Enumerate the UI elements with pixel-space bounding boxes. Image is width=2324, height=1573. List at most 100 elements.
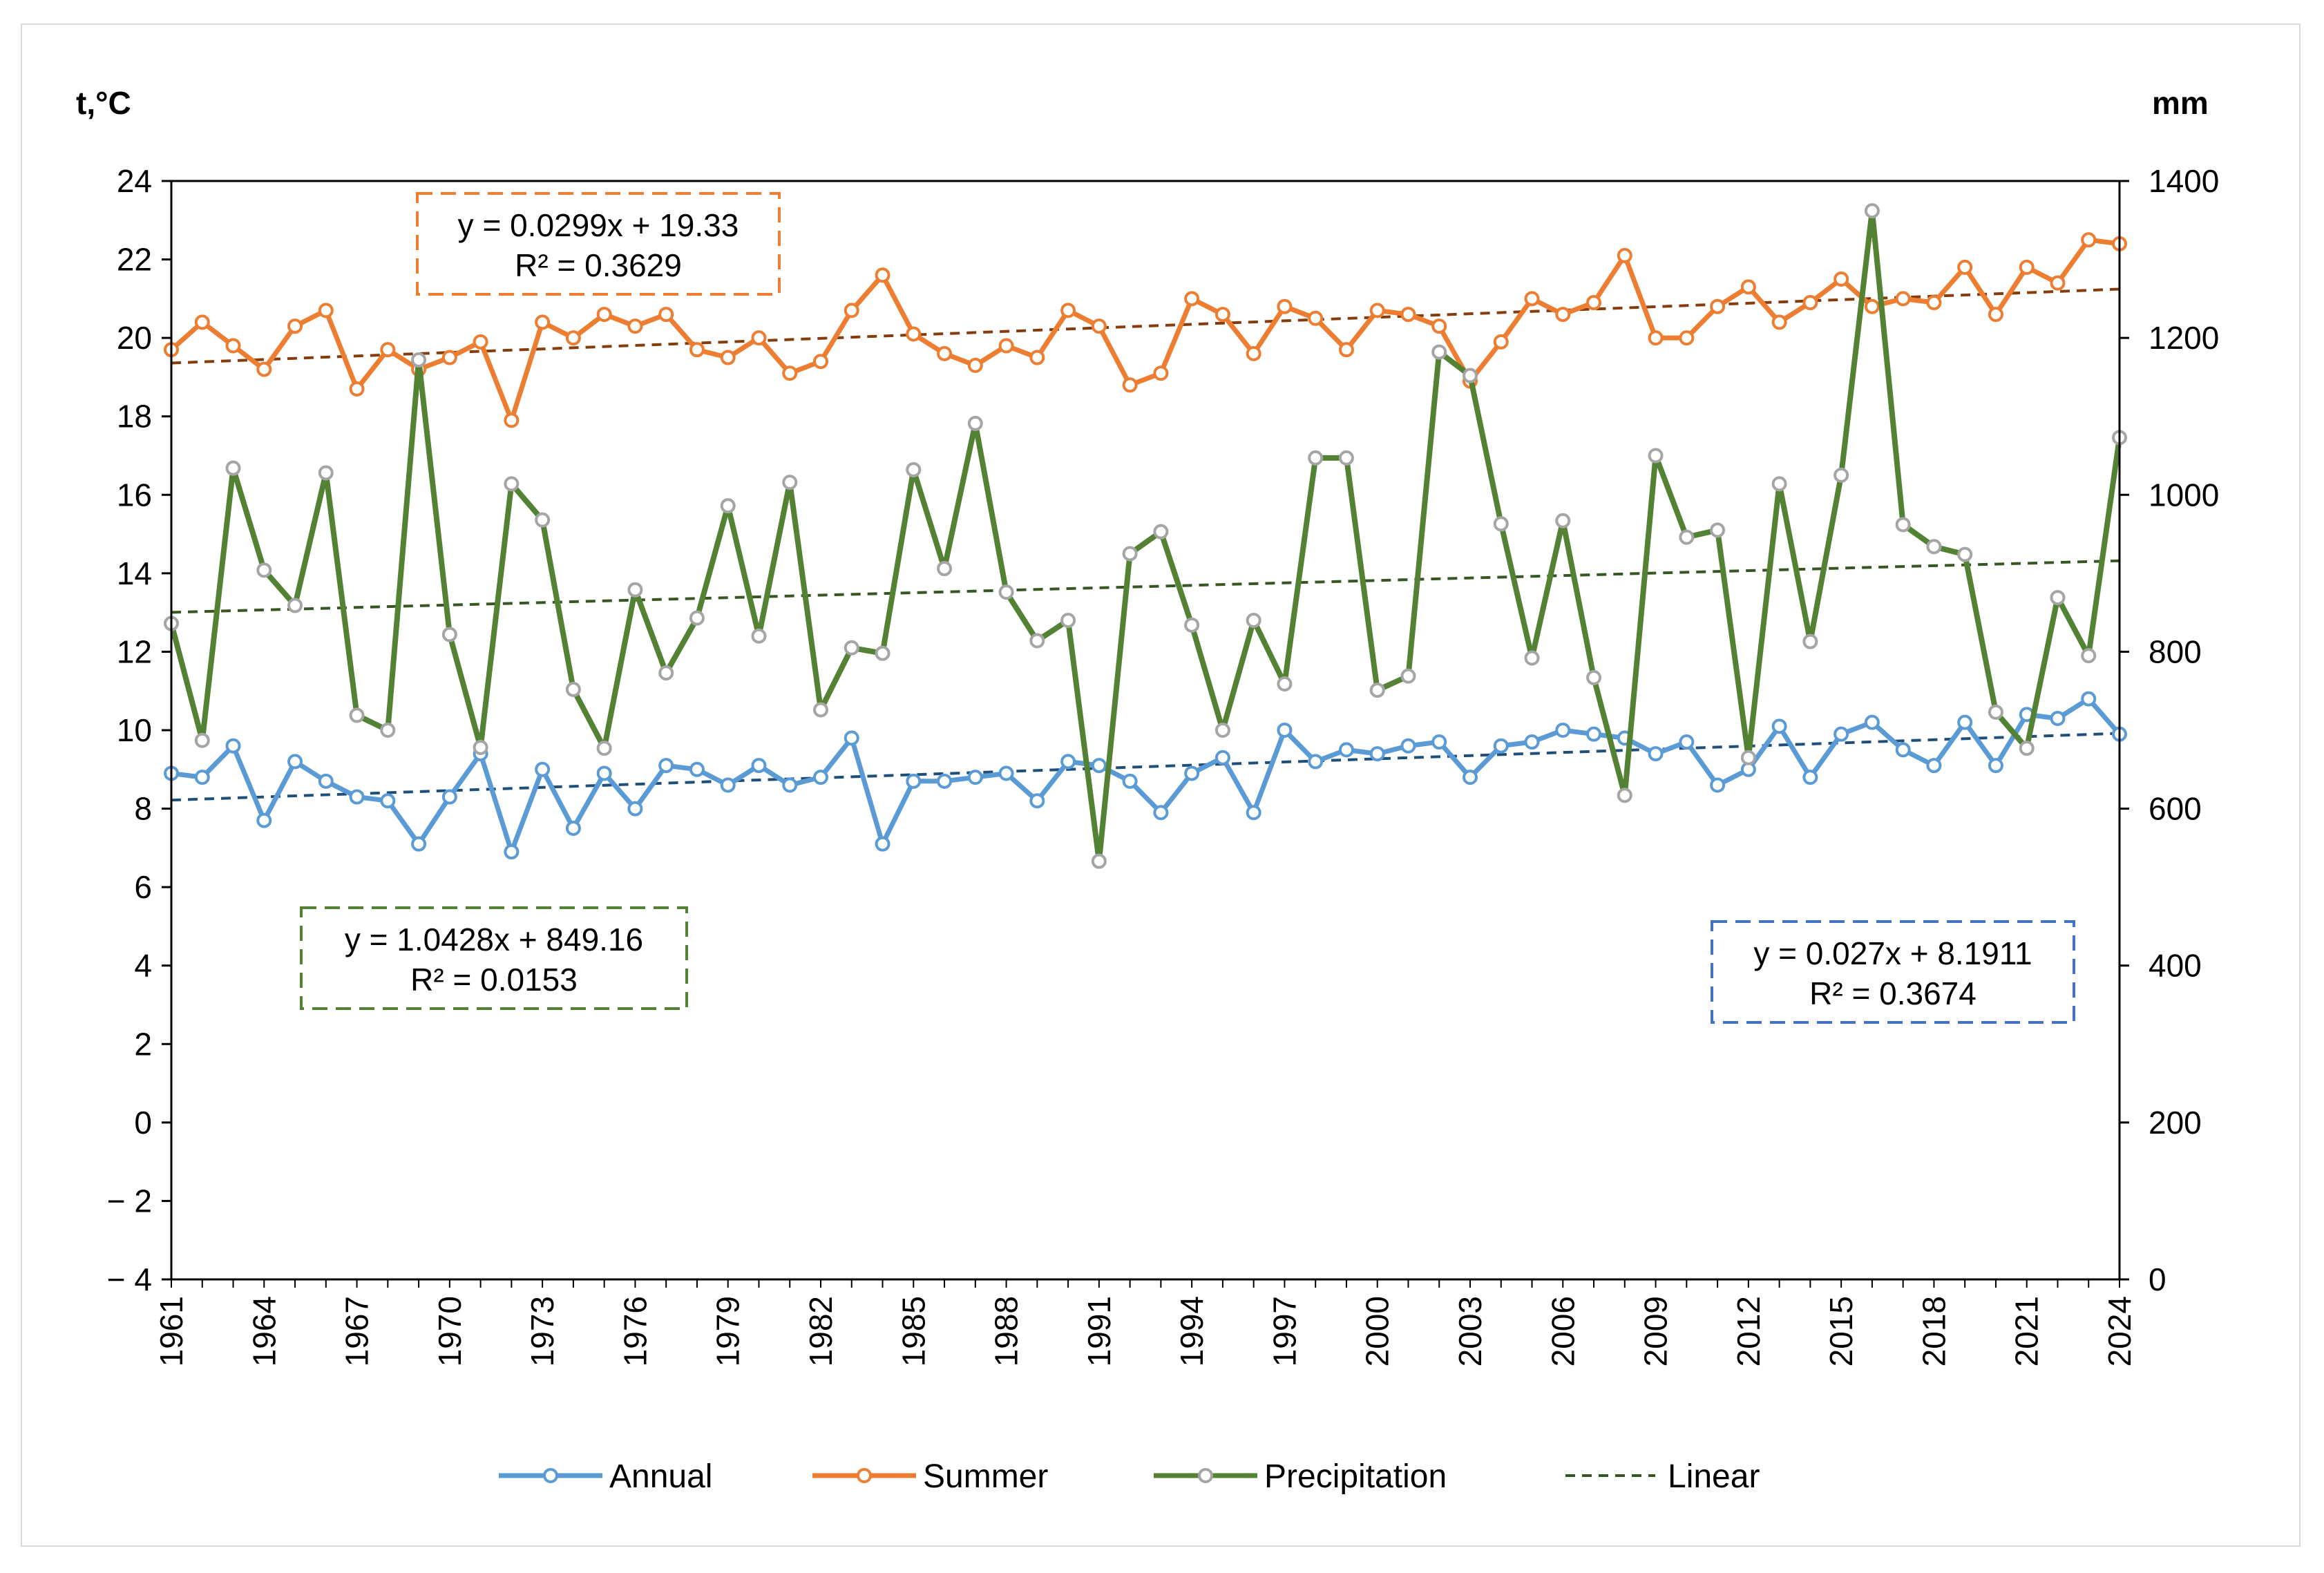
series-point-summer xyxy=(1679,330,1695,346)
series-point-summer xyxy=(813,354,828,370)
series-point-precipitation xyxy=(1617,788,1632,803)
series-point-annual xyxy=(1895,742,1911,758)
x-tick-label: 1967 xyxy=(339,1296,375,1366)
right-tick-label: 1000 xyxy=(2149,477,2219,513)
series-point-annual xyxy=(1400,738,1416,754)
trend-equation: y = 0.027x + 8.1911 xyxy=(1753,935,2032,971)
x-tick-label: 1976 xyxy=(617,1296,653,1366)
series-point-precipitation xyxy=(689,610,705,626)
series-point-precipitation xyxy=(1029,633,1045,649)
series-point-precipitation xyxy=(627,582,643,598)
series-point-summer xyxy=(1338,342,1354,358)
left-tick-label: 24 xyxy=(117,163,152,199)
series-line-precipitation xyxy=(169,208,2122,864)
series-point-annual xyxy=(1648,746,1664,762)
series-point-annual xyxy=(937,773,953,789)
series-point-annual xyxy=(1524,734,1540,750)
series-point-annual xyxy=(535,761,551,777)
series-point-precipitation xyxy=(1802,633,1818,649)
series-point-summer xyxy=(967,357,983,373)
left-tick-label: 16 xyxy=(117,477,152,513)
series-point-summer xyxy=(1091,318,1107,334)
series-point-summer xyxy=(1926,295,1942,311)
series-point-annual xyxy=(1926,758,1942,774)
series-point-precipitation xyxy=(535,512,551,528)
series-point-precipitation xyxy=(998,584,1014,600)
series-point-summer xyxy=(1215,307,1230,323)
series-point-precipitation xyxy=(256,562,272,578)
series-point-precipitation xyxy=(813,702,828,718)
series-point-summer xyxy=(720,350,736,365)
series-point-annual xyxy=(658,758,674,774)
series-point-precipitation xyxy=(1740,750,1756,765)
series-point-precipitation xyxy=(2019,741,2035,756)
series-point-precipitation xyxy=(844,640,859,656)
series-point-summer xyxy=(535,314,551,330)
series-point-summer xyxy=(1431,318,1447,334)
trend-equation: y = 0.0299x + 19.33 xyxy=(458,207,739,243)
series-point-summer xyxy=(1400,307,1416,323)
series-point-summer xyxy=(751,330,767,346)
series-point-summer xyxy=(225,338,241,354)
series-point-annual xyxy=(627,801,643,817)
series-point-annual xyxy=(2081,691,2097,707)
legend-label-linear: Linear xyxy=(1668,1458,1760,1495)
right-tick-label: 1400 xyxy=(2149,163,2219,199)
series-point-annual xyxy=(504,844,520,860)
series-point-precipitation xyxy=(1926,539,1942,555)
series-point-precipitation xyxy=(1493,516,1509,532)
series-point-annual xyxy=(813,770,828,785)
series-point-summer xyxy=(1246,345,1261,361)
series-point-annual xyxy=(1555,723,1571,738)
series-point-summer xyxy=(349,381,365,397)
series-point-annual xyxy=(844,730,859,746)
series-point-summer xyxy=(504,412,520,428)
series-point-annual xyxy=(411,836,427,852)
series-point-annual xyxy=(1957,714,1973,730)
series-point-summer xyxy=(194,314,210,330)
series-point-precipitation xyxy=(1153,524,1169,540)
series-point-summer xyxy=(1369,303,1385,318)
series-point-summer xyxy=(1710,298,1726,314)
series-point-annual xyxy=(1060,754,1076,770)
series-point-summer xyxy=(1122,377,1138,393)
series-point-precipitation xyxy=(2081,648,2097,664)
series-point-precipitation xyxy=(1555,513,1571,528)
series-point-annual xyxy=(1338,742,1354,758)
right-tick-label: 200 xyxy=(2149,1105,2202,1141)
x-tick-label: 2009 xyxy=(1638,1296,1674,1366)
series-point-annual xyxy=(1277,723,1293,738)
series-point-summer xyxy=(2081,232,2097,248)
series-point-precipitation xyxy=(1524,650,1540,666)
equation-box-summer xyxy=(416,192,781,296)
series-point-summer xyxy=(1802,295,1818,311)
series-point-annual xyxy=(1122,773,1138,789)
series-point-precipitation xyxy=(720,498,736,514)
series-point-summer xyxy=(689,342,705,358)
series-point-annual xyxy=(967,770,983,785)
plot-area-border xyxy=(170,180,2121,1281)
right-tick-label: 800 xyxy=(2149,633,2202,669)
series-point-precipitation xyxy=(287,598,303,613)
series-point-summer xyxy=(1771,314,1787,330)
series-point-summer xyxy=(318,303,334,318)
x-tick-label: 1970 xyxy=(432,1296,468,1366)
series-point-summer xyxy=(1586,295,1602,311)
series-point-summer xyxy=(937,345,953,361)
series-point-summer xyxy=(1060,303,1076,318)
series-point-summer xyxy=(1895,291,1911,307)
series-point-annual xyxy=(1463,770,1478,785)
left-tick-label: − 4 xyxy=(107,1261,152,1297)
series-point-precipitation xyxy=(1648,448,1664,464)
series-point-annual xyxy=(287,754,303,770)
legend-label-summer: Summer xyxy=(923,1458,1048,1495)
series-point-precipitation xyxy=(596,741,612,756)
right-tick-label: 0 xyxy=(2149,1261,2166,1297)
series-point-annual xyxy=(751,758,767,774)
trend-r2: R² = 0.3629 xyxy=(515,247,682,283)
series-point-summer xyxy=(256,361,272,377)
series-point-summer xyxy=(1153,365,1169,381)
x-tick-label: 2003 xyxy=(1452,1296,1488,1366)
trendline-annual xyxy=(171,732,2120,802)
